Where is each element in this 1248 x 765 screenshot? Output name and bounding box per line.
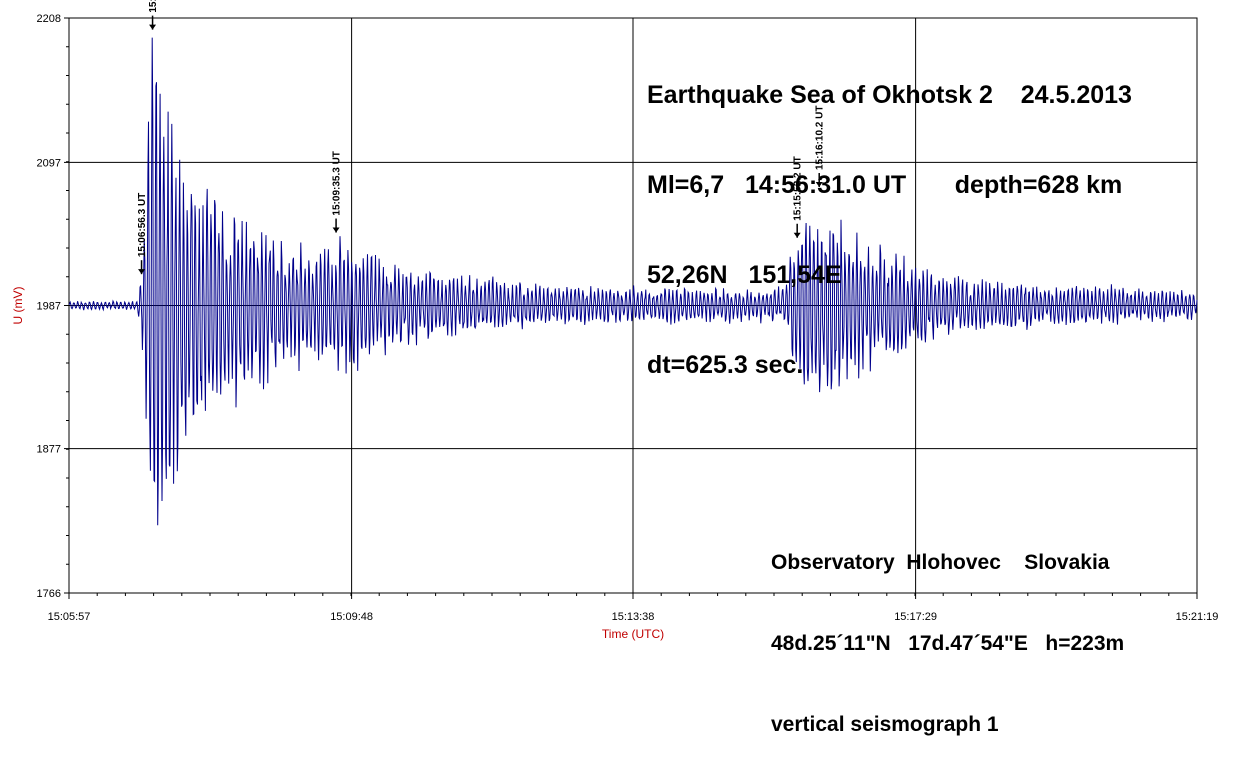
- marker-label: 15:09:35.3 UT: [332, 151, 343, 215]
- marker-label: 15:07:05.3 UT: [148, 0, 159, 13]
- x-tick-label: 15:13:38: [612, 611, 655, 623]
- marker-arrow-head: [332, 227, 340, 233]
- marker-arrow-head: [138, 269, 146, 275]
- event-magnitude-time-depth: Ml=6,7 14:56:31.0 UT depth=628 km: [647, 171, 1123, 199]
- seismic-trace: [68, 37, 1198, 526]
- arrival-marker: 15:16:10.2 UT: [815, 106, 826, 188]
- marker-arrow-head: [149, 24, 157, 30]
- arrival-marker: 15:06:56.3 UT: [137, 193, 148, 275]
- y-axis-ticks: 2208 2097 1987 1877 1766: [37, 13, 69, 600]
- x-axis-title: Time (UTC): [602, 627, 664, 641]
- marker-label: 15:06:56.3 UT: [137, 193, 148, 257]
- event-dt: dt=625.3 sec.: [647, 351, 804, 379]
- observatory-info: Observatory Hlohovec Slovakia 48d.25´11"…: [771, 495, 1124, 765]
- arrival-marker: 15:09:35.3 UT: [332, 151, 343, 233]
- event-info: Earthquake Sea of Okhotsk 2 24.5.2013 Ml…: [647, 20, 1132, 410]
- event-title: Earthquake Sea of Okhotsk 2 24.5.2013: [647, 81, 1132, 109]
- y-tick-label: 1766: [37, 588, 61, 600]
- y-tick-label: 1987: [37, 301, 61, 313]
- event-coordinates: 52,26N 151,54E: [647, 261, 842, 289]
- y-axis-title: U (mV): [11, 287, 25, 325]
- y-tick-label: 2097: [37, 157, 61, 169]
- observatory-instrument: vertical seismograph 1: [771, 713, 999, 736]
- marker-arrow-head: [793, 232, 801, 238]
- arrival-marker: 15:15:52.2 UT: [793, 156, 804, 238]
- x-axis-ticks: 15:05:57 15:09:48 15:13:38 15:17:29 15:21:19: [48, 593, 1219, 623]
- arrival-marker: 15:07:05.3 UT: [148, 0, 159, 30]
- y-tick-label: 2208: [37, 13, 61, 25]
- marker-label: 15:16:10.2 UT: [815, 106, 826, 170]
- observatory-name: Observatory Hlohovec Slovakia: [771, 551, 1110, 574]
- x-tick-label: 15:21:19: [1176, 611, 1219, 623]
- arrival-markers: 15:06:56.3 UT 15:07:05.3 UT 15:09:35.3 UT 1…: [137, 0, 826, 275]
- marker-label: 15:15:52.2 UT: [793, 156, 804, 220]
- y-tick-label: 1877: [37, 444, 61, 456]
- x-tick-label: 15:17:29: [894, 611, 937, 623]
- observatory-coordinates: 48d.25´11"N 17d.47´54"E h=223m: [771, 632, 1125, 655]
- x-tick-label: 15:05:57: [48, 611, 91, 623]
- x-tick-label: 15:09:48: [330, 611, 373, 623]
- marker-arrow-head: [815, 182, 823, 188]
